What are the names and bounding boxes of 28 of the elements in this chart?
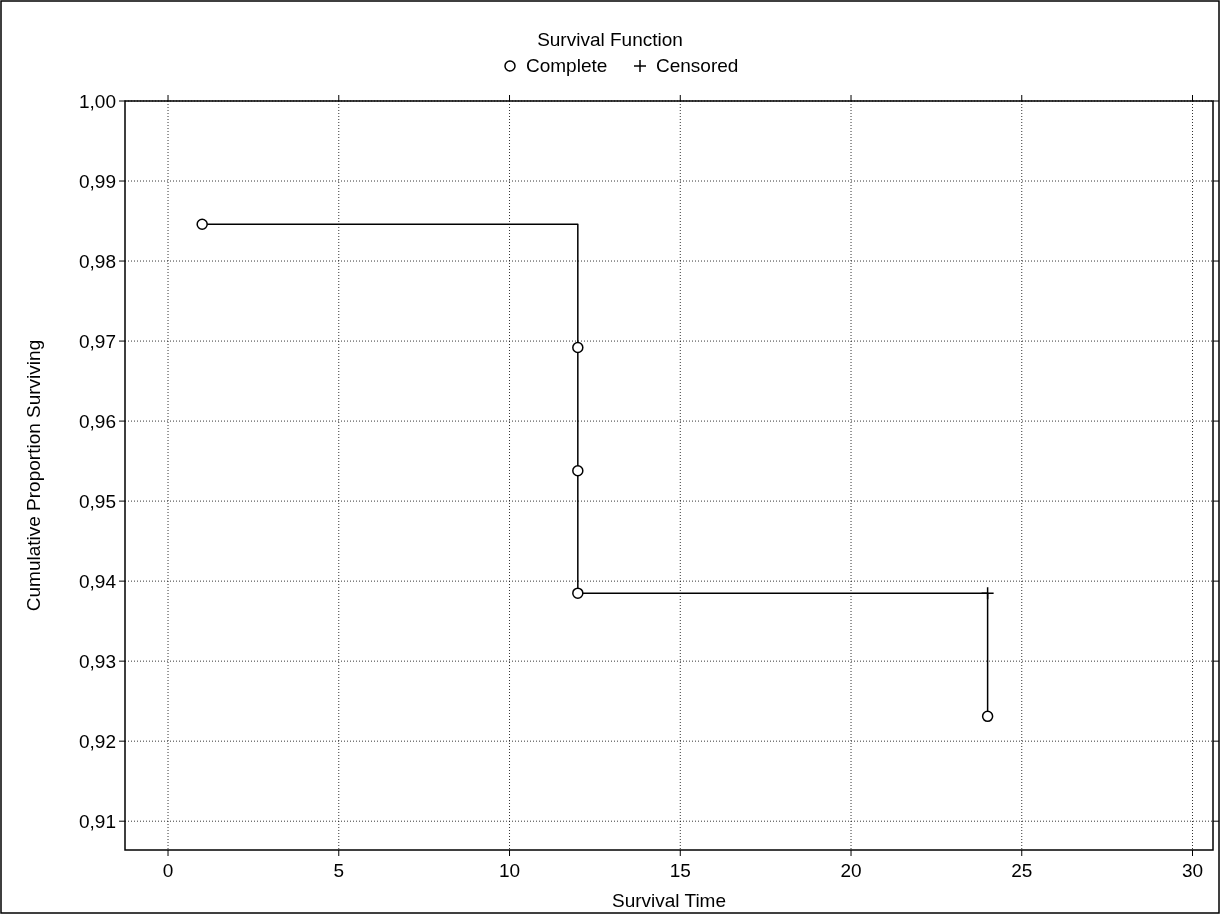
- x-tick-label: 0: [162, 860, 174, 881]
- y-tick-label: 0,94: [79, 570, 117, 592]
- legend-label: Censored: [656, 55, 739, 76]
- y-axis-title: Cumulative Proportion Surviving: [23, 339, 44, 612]
- x-tick-label: 25: [1011, 860, 1033, 881]
- y-tick-label: 0,91: [79, 810, 116, 832]
- x-tick-label: 10: [498, 860, 521, 881]
- x-tick-label: 30: [1181, 860, 1204, 881]
- point: [981, 710, 994, 723]
- point: [572, 587, 584, 599]
- y-tick-label: 0,93: [79, 650, 116, 672]
- y-tick-label: 0,96: [79, 410, 116, 432]
- legend-label: Complete: [526, 55, 608, 76]
- x-tick-label: 5: [333, 860, 345, 881]
- chart-title: Survival Function: [537, 29, 683, 50]
- point: [196, 218, 208, 230]
- y-tick-label: 0,97: [79, 330, 116, 352]
- y-tick-label: 1,00: [79, 90, 116, 112]
- y-tick-label: 0,95: [79, 490, 116, 512]
- x-tick-label: 15: [669, 860, 691, 881]
- point: [572, 341, 584, 354]
- y-tick-label: 0,98: [79, 250, 116, 272]
- y-tick-label: 0,99: [79, 170, 116, 192]
- y-tick-label: 0,92: [79, 730, 116, 752]
- point: [980, 586, 995, 600]
- x-tick-label: 20: [840, 860, 862, 881]
- x-axis-title: Survival Time: [611, 890, 727, 911]
- point: [572, 464, 584, 477]
